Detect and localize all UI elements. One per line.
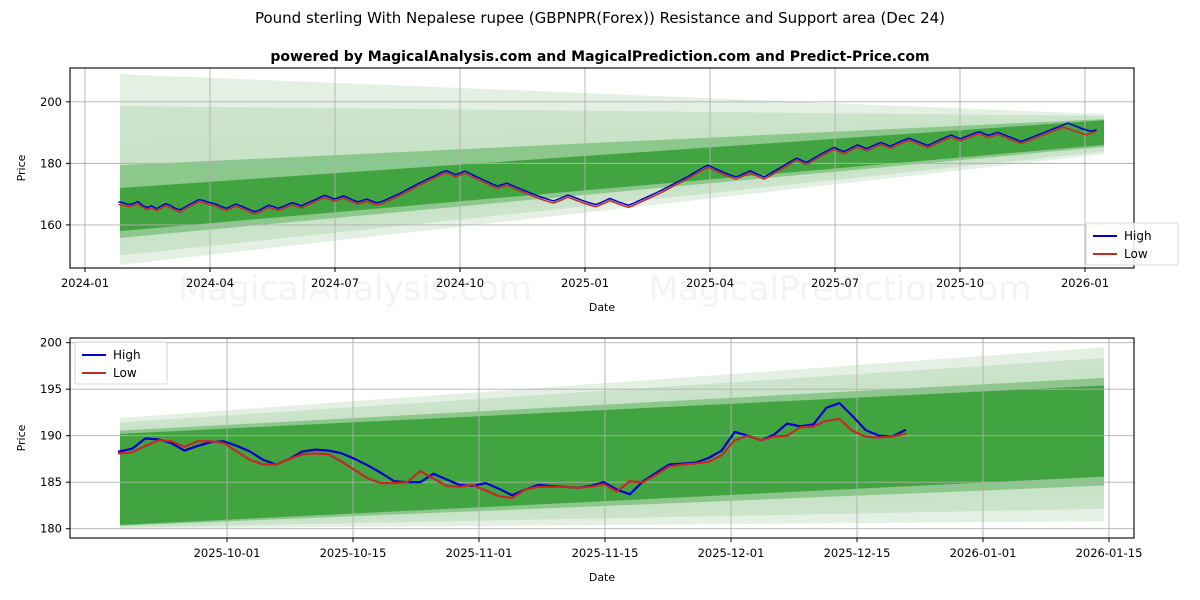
upper-xtick-labels: 2024-01 2024-04 2024-07 2024-10 2025-01 2025-… (61, 276, 1109, 290)
ytick-label: 180 (40, 156, 62, 170)
xtick-label: 2025-12-15 (824, 546, 891, 560)
upper-legend-label-high: High (1124, 229, 1152, 243)
lower-xtick-labels: 2025-10-01 2025-10-15 2025-11-01 2025-11-15… (194, 546, 1143, 560)
xtick-label: 2025-01 (561, 276, 609, 290)
upper-legend-label-low: Low (1124, 247, 1148, 261)
xtick-label: 2024-04 (186, 276, 234, 290)
series-line-low (118, 126, 1097, 215)
lower-ytick-labels: 180 185 190 195 200 (40, 336, 62, 536)
xtick-label: 2025-11-15 (572, 546, 639, 560)
ytick-label: 200 (40, 95, 62, 109)
lower-tickmarks (66, 342, 1110, 542)
ytick-label: 185 (40, 475, 62, 489)
upper-yaxis-label: Price (15, 154, 28, 181)
watermark-text: MagicalPrediction.com (649, 269, 1032, 309)
lower-series-layer (117, 402, 907, 500)
xtick-label: 2025-12-01 (698, 546, 765, 560)
series-line-high (117, 402, 907, 497)
xtick-label: 2026-01 (1061, 276, 1109, 290)
lower-xaxis-label: Date (589, 571, 616, 584)
upper-gridlines (70, 68, 1134, 268)
ytick-label: 160 (40, 218, 62, 232)
ytick-label: 180 (40, 522, 62, 536)
ytick-label: 200 (40, 336, 62, 350)
ytick-label: 195 (40, 382, 62, 396)
series-line-low (117, 417, 907, 500)
lower-legend-label-high: High (113, 348, 141, 362)
xtick-label: 2024-10 (436, 276, 484, 290)
lower-band-layer (120, 347, 1104, 529)
upper-ytick-labels: 160 180 200 (40, 95, 62, 232)
page-title: Pound sterling With Nepalese rupee (GBPN… (255, 9, 945, 27)
upper-series-layer (118, 122, 1097, 215)
xtick-label: 2026-01-01 (950, 546, 1017, 560)
ytick-label: 190 (40, 429, 62, 443)
lower-legend: High Low (74, 341, 168, 385)
lower-plot-frame (69, 337, 1135, 539)
xtick-label: 2025-10-15 (320, 546, 387, 560)
xtick-label: 2025-10-01 (194, 546, 261, 560)
upper-plot-frame (69, 67, 1135, 269)
xtick-label: 2024-01 (61, 276, 109, 290)
xtick-label: 2025-10 (936, 276, 984, 290)
xtick-label: 2025-11-01 (446, 546, 513, 560)
page-subtitle: powered by MagicalAnalysis.com and Magic… (270, 49, 929, 65)
upper-legend: High Low (1085, 222, 1179, 266)
lower-legend-label-low: Low (113, 366, 137, 380)
upper-band-layer (120, 74, 1104, 265)
xtick-label: 2025-07 (811, 276, 859, 290)
xtick-label: 2024-07 (311, 276, 359, 290)
xtick-label: 2025-04 (686, 276, 734, 290)
series-line-high (118, 122, 1097, 213)
lower-yaxis-label: Price (15, 424, 28, 451)
upper-tickmarks (66, 101, 1086, 272)
xtick-label: 2026-01-15 (1076, 546, 1143, 560)
upper-xaxis-label: Date (589, 301, 616, 314)
watermark-text: MagicalAnalysis.com (178, 269, 532, 309)
